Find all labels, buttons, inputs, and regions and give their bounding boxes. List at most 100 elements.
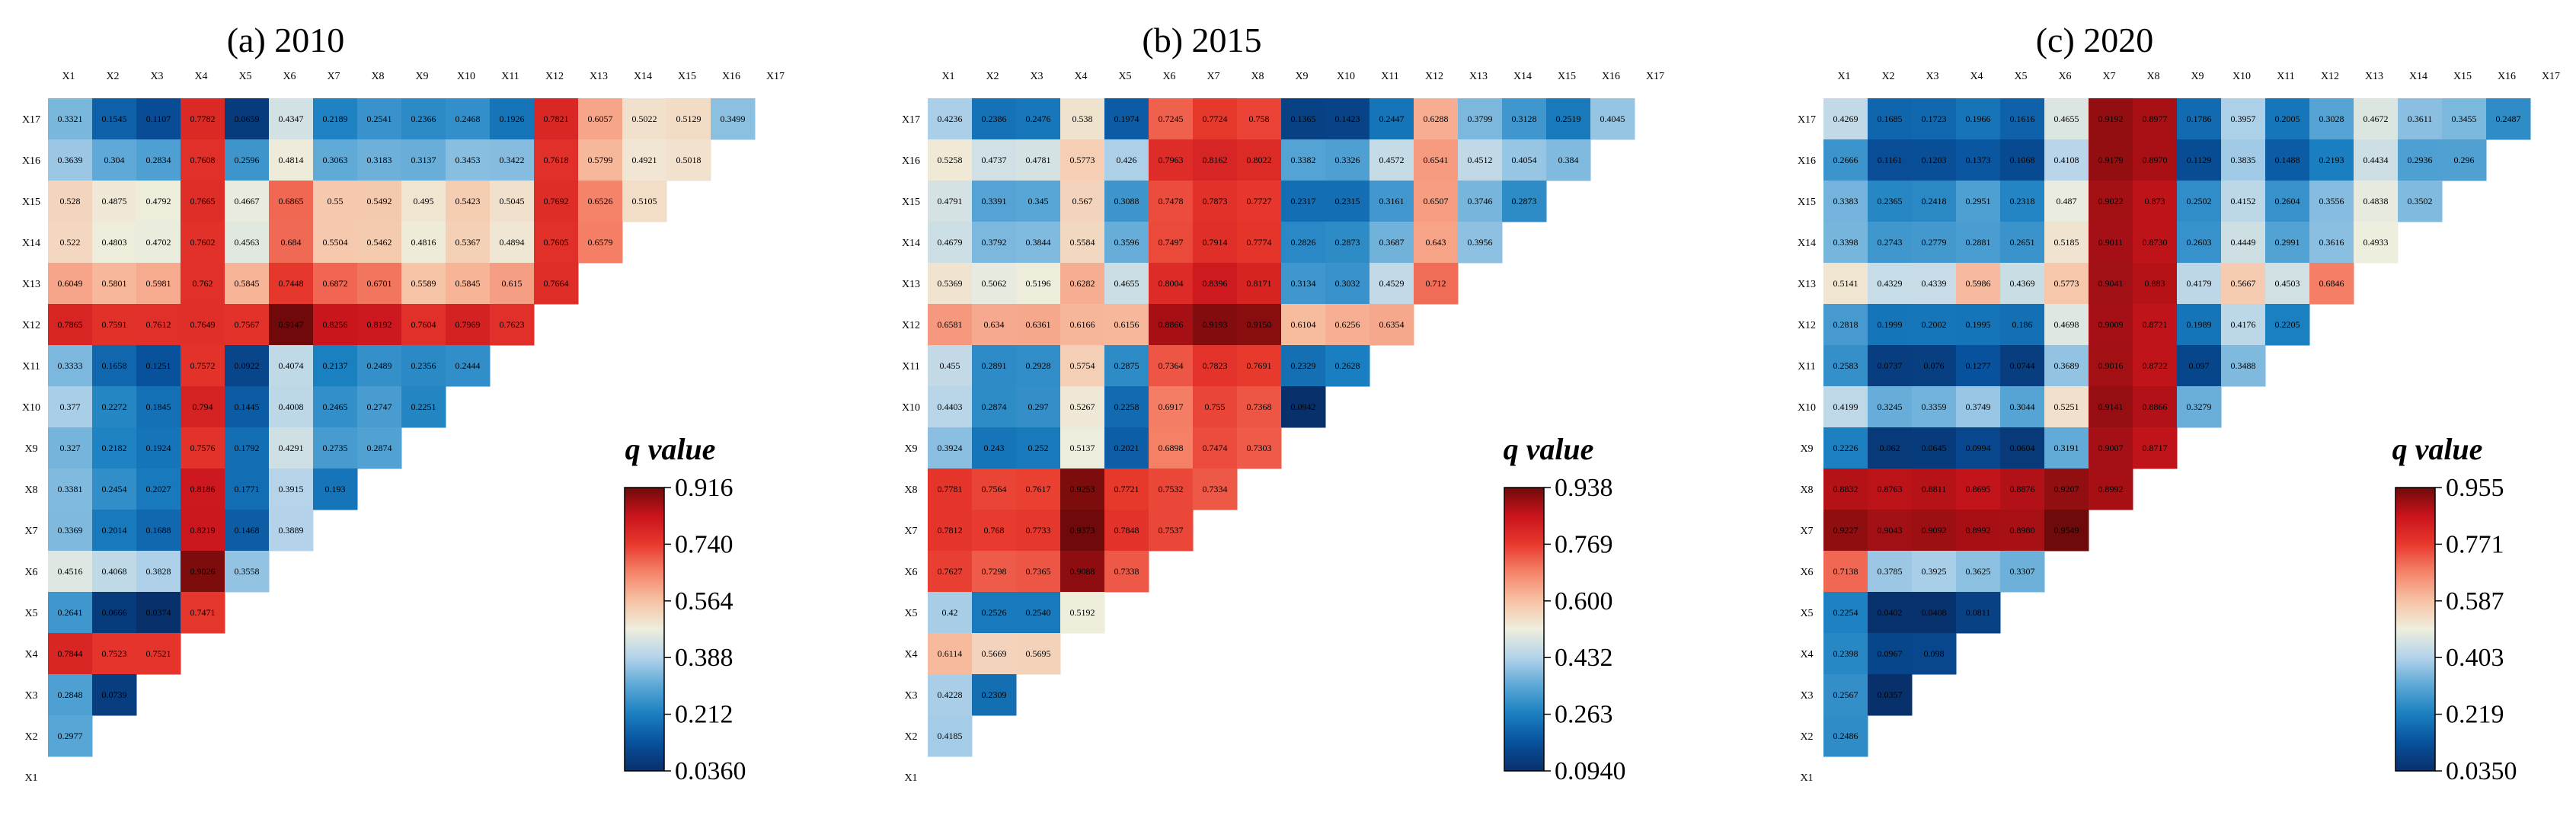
heatmap-cell <box>1912 386 1957 428</box>
cell-value-label: 0.252 <box>1028 443 1049 453</box>
heatmap-cell <box>1016 468 1061 510</box>
cell-value-label: 0.3063 <box>323 155 348 165</box>
x-tick-label: X8 <box>371 71 384 82</box>
cell-value-label: 0.7627 <box>938 566 963 577</box>
heatmap-cell <box>48 674 93 716</box>
cell-value-label: 0.8192 <box>367 319 392 330</box>
heatmap-cell <box>446 222 491 264</box>
cell-value-label: 0.4933 <box>2363 237 2389 248</box>
x-tick-label: X14 <box>634 71 652 82</box>
heatmap-cell <box>928 674 973 716</box>
x-tick-label: X5 <box>1118 71 1131 82</box>
cell-value-label: 0.1723 <box>1922 114 1947 124</box>
heatmap-cell <box>2000 510 2045 552</box>
cell-value-label: 0.4516 <box>58 566 83 577</box>
y-tick-label: X16 <box>22 155 40 167</box>
cell-value-label: 0.7368 <box>1247 401 1272 412</box>
y-tick-label: X11 <box>22 361 40 373</box>
x-tick-label: X15 <box>2453 71 2472 82</box>
cell-value-label: 0.9041 <box>2098 278 2124 289</box>
cell-value-label: 0.2519 <box>1556 114 1581 124</box>
heatmap-cell <box>1149 139 1194 181</box>
cell-value-label: 0.345 <box>1028 196 1049 206</box>
cell-value-label: 0.1786 <box>2187 114 2212 124</box>
cell-value-label: 0.7298 <box>982 566 1007 577</box>
heatmap-cell <box>1325 139 1370 181</box>
heatmap-cell <box>534 181 579 222</box>
cell-value-label: 0.1203 <box>1922 155 1947 165</box>
heatmap-cell <box>357 181 402 222</box>
x-tick-label: X7 <box>2102 71 2115 82</box>
cell-value-label: 0.2014 <box>102 525 127 536</box>
heatmap-cell <box>2000 468 2045 510</box>
cell-value-label: 0.304 <box>104 155 125 165</box>
heatmap-cell <box>1956 468 2001 510</box>
heatmap-cell <box>1868 386 1913 428</box>
heatmap-cell <box>1149 263 1194 305</box>
heatmap-cell <box>401 304 446 346</box>
heatmap-cell <box>92 98 137 140</box>
heatmap-cell <box>2354 181 2399 222</box>
cell-value-label: 0.5267 <box>1070 401 1095 412</box>
heatmap-cell <box>1823 181 1868 222</box>
cell-value-label: 0.0659 <box>235 114 260 124</box>
y-tick-label: X13 <box>22 279 40 290</box>
cell-value-label: 0.1926 <box>500 114 525 124</box>
cell-value-label: 0.6104 <box>1291 319 1316 330</box>
cell-value-label: 0.1445 <box>235 401 260 412</box>
heatmap-cell <box>1823 592 1868 634</box>
heatmap-cell <box>357 427 402 469</box>
cell-value-label: 0.2875 <box>1114 360 1139 371</box>
heatmap-cell <box>2133 139 2178 181</box>
cell-value-label: 0.4791 <box>938 196 963 206</box>
heatmap-cell <box>1369 304 1414 346</box>
heatmap-cell <box>2265 222 2310 264</box>
heatmap-cell <box>1104 345 1149 387</box>
heatmap-cell <box>313 263 358 305</box>
cell-value-label: 0.327 <box>60 443 81 453</box>
heatmap-cell <box>1868 263 1913 305</box>
y-tick-label: X3 <box>1800 690 1813 702</box>
heatmap-cell <box>1823 139 1868 181</box>
y-tick-label: X10 <box>902 402 920 414</box>
heatmap-cell <box>48 468 93 510</box>
y-tick-label: X16 <box>902 155 920 167</box>
heatmap-cell <box>357 304 402 346</box>
heatmap-cell <box>972 222 1017 264</box>
cell-value-label: 0.8004 <box>1159 278 1184 289</box>
cell-value-label: 0.384 <box>1558 155 1579 165</box>
heatmap-cell <box>269 139 314 181</box>
y-tick-label: X10 <box>1798 402 1816 414</box>
heatmap-cell <box>446 263 491 305</box>
heatmap-cell <box>1016 551 1061 593</box>
heatmap-cell <box>2309 98 2354 140</box>
heatmap-cell <box>1325 181 1370 222</box>
cell-value-label: 0.7608 <box>190 155 216 165</box>
heatmap-cell <box>2177 181 2222 222</box>
x-tick-label: X13 <box>1469 71 1488 82</box>
cell-value-label: 0.7664 <box>544 278 569 289</box>
heatmap-cell <box>269 98 314 140</box>
y-tick-label: X7 <box>1800 526 1813 537</box>
heatmap-cell <box>2265 181 2310 222</box>
heatmap-cell <box>1149 386 1194 428</box>
heatmap-cell <box>2089 427 2133 469</box>
cell-value-label: 0.4529 <box>1379 278 1405 289</box>
colorbar-tick-label: 0.0350 <box>2446 757 2517 785</box>
heatmap-cell <box>92 139 137 181</box>
cell-value-label: 0.377 <box>60 401 81 412</box>
heatmap-cell <box>181 510 225 552</box>
heatmap-cell <box>225 98 270 140</box>
cell-value-label: 0.3639 <box>58 155 83 165</box>
cell-value-label: 0.2189 <box>323 114 348 124</box>
colorbar-tick-label: 0.600 <box>1555 587 1613 616</box>
cell-value-label: 0.4185 <box>938 731 963 741</box>
heatmap-cell <box>711 98 756 140</box>
heatmap-cell <box>2309 181 2354 222</box>
heatmap-cell <box>2398 139 2443 181</box>
cell-value-label: 0.7865 <box>58 319 83 330</box>
cell-value-label: 0.538 <box>1072 114 1093 124</box>
x-tick-label: X14 <box>2409 71 2427 82</box>
heatmap-cell <box>357 139 402 181</box>
cell-value-label: 0.755 <box>1205 401 1226 412</box>
